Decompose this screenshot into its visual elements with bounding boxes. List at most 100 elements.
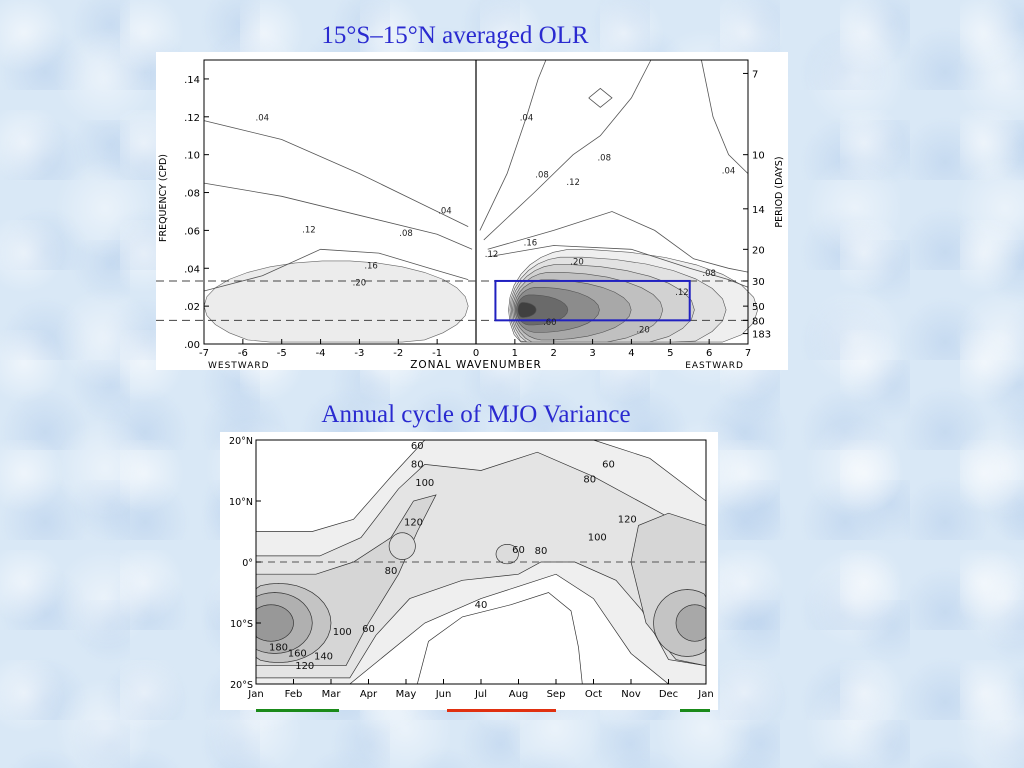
month-tick-label: Mar — [322, 689, 342, 700]
x-tick-label: 4 — [628, 348, 634, 359]
eastward-label: EASTWARD — [685, 361, 744, 370]
contour-value-label: 80 — [535, 546, 548, 557]
contour-value-label: .20 — [353, 278, 367, 288]
y-tick-label: .14 — [184, 75, 200, 86]
x-tick-label: 6 — [706, 348, 712, 359]
latitude-tick-label: 0° — [242, 558, 253, 569]
x-tick-label: -2 — [393, 348, 403, 359]
contour-value-label: 120 — [404, 517, 423, 528]
spectrum-contour-line — [203, 182, 473, 250]
variance-contour-fill — [388, 532, 416, 560]
spectrum-contour-line — [479, 59, 547, 231]
spectrum-contour-fill — [517, 302, 537, 318]
month-tick-label: Jan — [697, 689, 713, 700]
period-tick-label: 80 — [752, 316, 765, 327]
x-tick-label: 3 — [589, 348, 595, 359]
wavenumber-frequency-panel: -7 -6 -5 -4 -3 -2 -1 0 1 2 3 4 5 6 7 .00 .02 .04 .06 .08 .10… — [156, 52, 788, 370]
contour-value-label: .20 — [570, 257, 584, 267]
month-tick-label: Jun — [435, 689, 452, 700]
contour-value-label: .16 — [524, 239, 538, 249]
period-tick-label: 10 — [752, 151, 765, 162]
y-tick-label: .10 — [184, 151, 200, 162]
spectrum-contour-line — [701, 59, 749, 174]
contour-value-label: .08 — [702, 269, 716, 279]
y-axis-right-label: PERIOD (DAYS) — [774, 156, 785, 227]
contour-value-label: 60 — [602, 459, 615, 470]
contour-value-label: .12 — [566, 178, 580, 188]
contour-value-label: 60 — [512, 545, 525, 556]
contour-value-label: .04 — [722, 167, 736, 177]
contour-value-label: .20 — [636, 326, 650, 336]
x-tick-label: -4 — [316, 348, 326, 359]
spectrum-contour-line — [588, 87, 613, 108]
spectrum-contour-line — [203, 248, 469, 292]
wavenumber-frequency-chart: -7 -6 -5 -4 -3 -2 -1 0 1 2 3 4 5 6 7 .00 .02 .04 .06 .08 .10… — [156, 59, 785, 370]
y-tick-label: .08 — [184, 189, 200, 200]
contour-value-label: 100 — [588, 533, 607, 544]
month-tick-label: Apr — [360, 689, 378, 700]
contour-value-label: .12 — [302, 225, 316, 235]
spectrum-contour-line — [487, 211, 749, 273]
spectrum-contour-line — [203, 120, 469, 227]
latitude-tick-label: 20°S — [230, 680, 253, 691]
variance-contour-fill — [675, 604, 707, 642]
x-tick-label: 2 — [551, 348, 557, 359]
contour-value-label: .04 — [256, 114, 270, 124]
chart-title-annual-cycle: Annual cycle of MJO Variance — [321, 401, 631, 428]
month-tick-label: Nov — [621, 689, 641, 700]
contour-value-label: 160 — [288, 649, 307, 660]
contour-value-label: .04 — [520, 114, 534, 124]
y-tick-label: .00 — [184, 340, 200, 351]
month-tick-label: Jul — [474, 689, 487, 700]
contour-value-label: .12 — [485, 250, 499, 260]
annual-cycle-chart: Jan Feb Mar Apr May Jun Jul Aug Sep Oct Nov Dec Jan2… — [229, 436, 714, 700]
period-tick-label: 30 — [752, 277, 765, 288]
y-tick-label: .02 — [184, 302, 200, 313]
x-tick-label: -3 — [354, 348, 364, 359]
annual-cycle-panel: Jan Feb Mar Apr May Jun Jul Aug Sep Oct Nov Dec Jan 2… — [220, 432, 718, 710]
contour-value-label: 140 — [314, 652, 333, 663]
season-bar — [256, 709, 339, 712]
contour-value-label: .60 — [543, 318, 557, 328]
variance-contour-fill — [416, 592, 583, 685]
contour-value-label: 60 — [411, 441, 424, 452]
month-tick-label: Dec — [659, 689, 678, 700]
y-tick-label: .06 — [184, 226, 200, 237]
x-axis-label: ZONAL WAVENUMBER — [410, 359, 542, 370]
contour-value-label: 120 — [618, 514, 637, 525]
x-tick-label: -6 — [238, 348, 248, 359]
y-tick-label: .12 — [184, 113, 200, 124]
x-tick-label: 7 — [745, 348, 751, 359]
contour-value-label: .16 — [364, 261, 378, 271]
westward-label: WESTWARD — [208, 361, 270, 370]
x-tick-label: 0 — [473, 348, 479, 359]
chart-title-spectrum: 15°S–15°N averaged OLR — [321, 22, 589, 49]
season-bar — [679, 709, 710, 712]
spectrum-contour-fill — [516, 294, 569, 326]
contour-value-label: 60 — [362, 624, 375, 635]
x-tick-label: -1 — [432, 348, 442, 359]
contour-value-label: 80 — [411, 459, 424, 470]
x-tick-label: 5 — [667, 348, 673, 359]
x-tick-label: 1 — [512, 348, 518, 359]
season-bar — [447, 709, 556, 712]
contour-value-label: 100 — [415, 478, 434, 489]
contour-value-label: .04 — [438, 206, 452, 216]
period-tick-label: 20 — [752, 245, 765, 256]
spectrum-contour-fill — [203, 260, 469, 343]
x-tick-label: -7 — [199, 348, 209, 359]
period-tick-label: 50 — [752, 302, 765, 313]
contour-value-label: 80 — [583, 475, 596, 486]
month-tick-label: Aug — [509, 689, 529, 700]
month-tick-label: May — [396, 689, 417, 700]
y-tick-label: .04 — [184, 264, 200, 275]
latitude-tick-label: 10°N — [229, 497, 253, 508]
contour-value-label: 80 — [385, 566, 398, 577]
month-tick-label: Jan — [247, 689, 263, 700]
contour-value-label: .08 — [535, 170, 549, 180]
contour-value-label: .12 — [675, 288, 689, 298]
mjo-band-box — [494, 279, 691, 322]
month-tick-label: Oct — [585, 689, 602, 700]
spectrum-contour-line — [483, 59, 652, 241]
contour-value-label: 180 — [269, 642, 288, 653]
